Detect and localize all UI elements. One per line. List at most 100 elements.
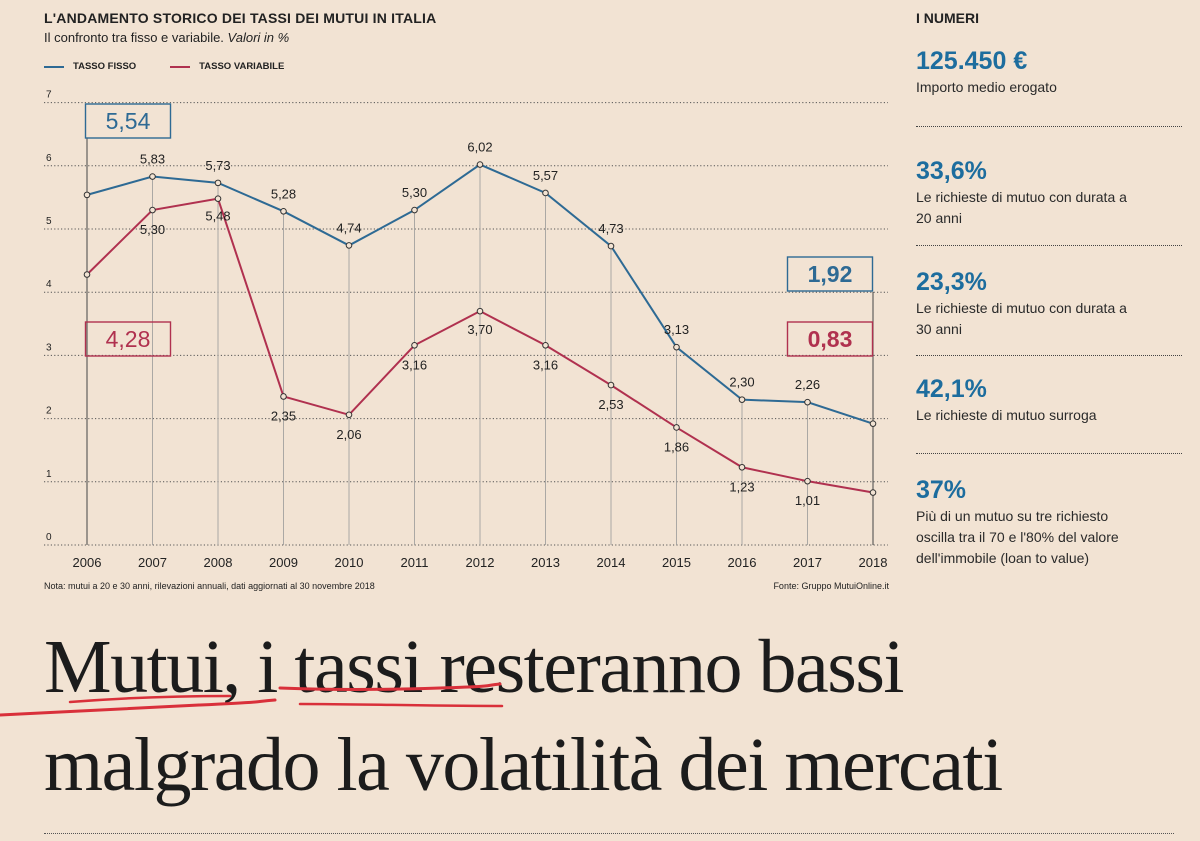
variable-data-label: 5,48 bbox=[205, 209, 230, 224]
headline-line-2: malgrado la volatilità dei mercati bbox=[44, 723, 1003, 807]
y-tick-label: 4 bbox=[46, 279, 52, 290]
bottom-divider bbox=[44, 833, 1174, 834]
variable-rate-point bbox=[345, 411, 353, 419]
variable-end-label: 0,83 bbox=[808, 326, 853, 352]
x-tick-label: 2018 bbox=[859, 555, 888, 570]
x-tick-label: 2006 bbox=[73, 555, 102, 570]
stat-divider bbox=[916, 453, 1182, 454]
variable-end-label-box bbox=[786, 321, 874, 357]
y-tick-label: 0 bbox=[46, 532, 52, 543]
stat-loan-to-value: 37% Più di un mutuo su tre richiesto osc… bbox=[916, 475, 1182, 569]
stat-description: Più di un mutuo su tre richiesto oscilla… bbox=[916, 508, 1119, 566]
fixed-data-label: 4,74 bbox=[336, 220, 361, 235]
fixed-rate-point bbox=[214, 179, 222, 187]
stat-divider bbox=[916, 355, 1182, 356]
variable-rate-point bbox=[542, 341, 549, 349]
chart-subtitle-unit: Valori in % bbox=[227, 30, 290, 45]
fixed-rate-point bbox=[673, 343, 680, 351]
fixed-start-label-box bbox=[84, 103, 172, 139]
chart-title: L'ANDAMENTO STORICO DEI TASSI DEI MUTUI … bbox=[44, 10, 437, 26]
red-underline-scribble bbox=[0, 682, 504, 717]
fixed-data-label: 5,73 bbox=[205, 158, 230, 173]
variable-rate-point bbox=[280, 393, 287, 400]
fixed-start-label: 5,54 bbox=[106, 108, 151, 134]
stat-value: 125.450 € bbox=[916, 47, 1028, 75]
variable-data-label: 3,70 bbox=[467, 322, 492, 337]
variable-data-label: 2,06 bbox=[336, 427, 361, 442]
y-tick-label: 2 bbox=[46, 406, 52, 417]
fixed-data-label: 2,30 bbox=[729, 375, 754, 390]
x-tick-label: 2009 bbox=[269, 555, 298, 570]
fixed-data-label: 5,83 bbox=[140, 152, 165, 167]
variable-start-label: 4,28 bbox=[106, 326, 151, 352]
stat-value: 42,1% bbox=[916, 375, 987, 403]
variable-rate-point bbox=[673, 424, 680, 431]
fixed-rate-point bbox=[411, 206, 418, 214]
variable-data-label: 3,16 bbox=[533, 357, 558, 372]
chart-legend: TASSO FISSO TASSO VARIABILE bbox=[44, 61, 318, 72]
y-tick-label: 5 bbox=[46, 216, 52, 227]
fixed-rate-point bbox=[83, 191, 91, 199]
variable-data-label: 1,86 bbox=[664, 439, 689, 454]
variable-rate-point bbox=[476, 307, 484, 315]
stat-description: Le richieste di mutuo con durata a 30 an… bbox=[916, 300, 1127, 337]
fixed-end-label: 1,92 bbox=[808, 261, 853, 287]
legend-item-fixed: TASSO FISSO bbox=[44, 61, 136, 72]
y-tick-label: 7 bbox=[46, 90, 52, 101]
fixed-rate-point bbox=[738, 396, 746, 403]
stat-divider bbox=[916, 245, 1182, 246]
legend-label-fixed: TASSO FISSO bbox=[73, 61, 137, 72]
variable-data-label: 5,30 bbox=[140, 222, 165, 237]
y-tick-label: 1 bbox=[46, 469, 52, 480]
fixed-data-label: 5,28 bbox=[271, 186, 296, 201]
x-tick-label: 2012 bbox=[466, 555, 495, 570]
variable-data-label: 2,35 bbox=[271, 408, 296, 423]
headline-line-1: Mutui, i tassi resteranno bassi bbox=[44, 625, 905, 709]
fixed-rate-point bbox=[804, 398, 811, 406]
variable-rate-point bbox=[804, 477, 811, 485]
fixed-data-label: 3,13 bbox=[664, 322, 689, 337]
variable-start-label-box bbox=[84, 321, 172, 357]
legend-label-variable: TASSO VARIABILE bbox=[199, 61, 285, 72]
stat-value: 23,3% bbox=[916, 268, 987, 296]
variable-rate-point bbox=[411, 341, 418, 349]
variable-rate-point bbox=[149, 206, 156, 214]
variable-rate-point bbox=[83, 271, 91, 278]
stat-20-year: 33,6% Le richieste di mutuo con durata a… bbox=[916, 156, 1182, 229]
variable-data-label: 3,16 bbox=[402, 357, 427, 372]
variable-rate-point bbox=[869, 489, 877, 496]
line-chart: 0 1 2 3 4 5 6 7 2006 2007 2008 2009 2010 2011 2012 2013… bbox=[44, 90, 888, 570]
variable-rate-point bbox=[607, 381, 615, 389]
variable-data-label: 2,53 bbox=[598, 397, 623, 412]
y-tick-label: 3 bbox=[46, 342, 52, 353]
variable-rate-point bbox=[214, 195, 222, 202]
stat-description: Importo medio erogato bbox=[916, 79, 1057, 95]
stat-30-year: 23,3% Le richieste di mutuo con durata a… bbox=[916, 267, 1182, 340]
variable-data-label: 1,01 bbox=[795, 493, 820, 508]
stat-value: 37% bbox=[916, 476, 967, 504]
variable-data-label: 1,23 bbox=[729, 479, 754, 494]
x-tick-label: 2017 bbox=[793, 555, 822, 570]
legend-swatch-variable bbox=[170, 65, 191, 68]
x-tick-label: 2015 bbox=[662, 555, 691, 570]
x-tick-label: 2008 bbox=[204, 555, 233, 570]
fixed-data-label: 5,57 bbox=[533, 168, 558, 183]
fixed-rate-point bbox=[542, 189, 549, 197]
variable-rate-point bbox=[738, 463, 746, 471]
fixed-data-label: 4,73 bbox=[598, 221, 623, 236]
chart-subtitle-text: Il confronto tra fisso e variabile. bbox=[44, 30, 224, 45]
fixed-data-label: 2,26 bbox=[795, 377, 820, 392]
y-tick-label: 6 bbox=[46, 153, 52, 164]
chart-subtitle: Il confronto tra fisso e variabile. Valo… bbox=[44, 30, 289, 45]
fixed-data-label: 6,02 bbox=[467, 140, 492, 155]
x-tick-label: 2007 bbox=[138, 555, 167, 570]
fixed-rate-point bbox=[149, 173, 156, 180]
stat-divider bbox=[916, 126, 1182, 127]
stat-value: 33,6% bbox=[916, 157, 987, 185]
fixed-rate-point bbox=[869, 420, 877, 427]
stat-average-amount: 125.450 € Importo medio erogato bbox=[916, 46, 1182, 98]
fixed-end-label-box bbox=[786, 256, 874, 292]
x-tick-label: 2011 bbox=[401, 555, 429, 570]
fixed-rate-point bbox=[476, 161, 484, 168]
chart-note: Nota: mutui a 20 e 30 anni, rilevazioni … bbox=[44, 581, 375, 591]
